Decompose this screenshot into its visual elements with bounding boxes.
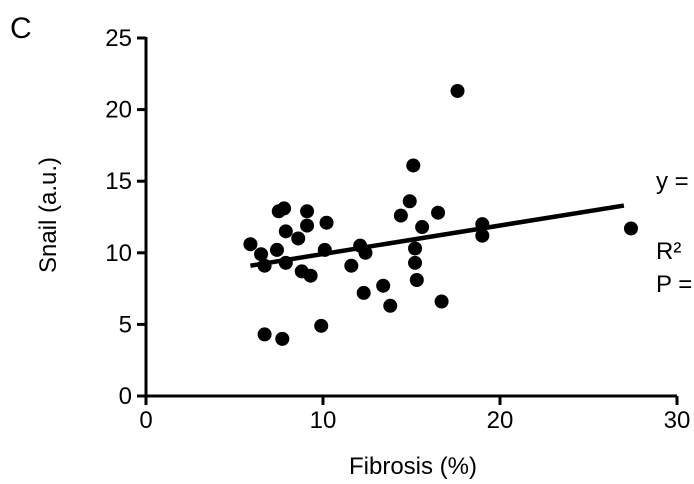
data-point <box>408 241 423 256</box>
data-point <box>243 237 258 252</box>
regression-line <box>250 203 625 268</box>
data-point <box>257 327 272 342</box>
data-point <box>475 217 490 232</box>
y-tick-label: 20 <box>105 97 132 124</box>
y-tick-label: 5 <box>119 311 132 338</box>
p-value-annotation: P = <box>656 271 692 298</box>
y-axis-ticks: 0 5 10 15 20 25 <box>105 25 146 410</box>
y-axis-label: Snail (a.u.) <box>35 157 62 273</box>
data-point <box>319 215 334 230</box>
data-point <box>475 228 490 243</box>
data-point <box>277 201 292 216</box>
y-tick-label: 10 <box>105 240 132 267</box>
x-axis-ticks: 0 10 20 30 <box>139 396 690 434</box>
x-axis-label: Fibrosis (%) <box>349 453 477 480</box>
data-point <box>623 221 638 236</box>
data-point <box>269 242 284 257</box>
data-point <box>300 204 315 219</box>
y-tick-label: 25 <box>105 25 132 52</box>
data-points <box>243 83 638 346</box>
data-point <box>278 224 293 239</box>
data-point <box>434 294 449 309</box>
y-tick-label: 0 <box>119 383 132 410</box>
data-point <box>344 258 359 273</box>
data-point <box>408 255 423 270</box>
x-tick-label: 30 <box>664 407 691 434</box>
data-point <box>402 194 417 209</box>
data-point <box>300 218 315 233</box>
x-tick-label: 0 <box>139 407 152 434</box>
r-squared-annotation: R² <box>656 238 681 265</box>
data-point <box>415 220 430 235</box>
data-point <box>431 205 446 220</box>
data-point <box>356 285 371 300</box>
data-point <box>275 331 290 346</box>
x-tick-label: 10 <box>310 407 337 434</box>
data-point <box>314 318 329 333</box>
data-point <box>303 268 318 283</box>
data-point <box>393 208 408 223</box>
data-point <box>376 278 391 293</box>
panel-label: C <box>10 12 32 45</box>
data-point <box>317 242 332 257</box>
equation-annotation: y = <box>656 168 689 195</box>
data-point <box>358 245 373 260</box>
axes <box>144 37 677 398</box>
data-point <box>450 83 465 98</box>
data-point <box>257 258 272 273</box>
y-tick-label: 15 <box>105 168 132 195</box>
data-point <box>278 255 293 270</box>
data-point <box>406 158 421 173</box>
data-point <box>291 231 306 246</box>
data-point <box>383 298 398 313</box>
data-point <box>254 247 269 262</box>
data-point <box>409 273 424 288</box>
x-tick-label: 20 <box>487 407 514 434</box>
